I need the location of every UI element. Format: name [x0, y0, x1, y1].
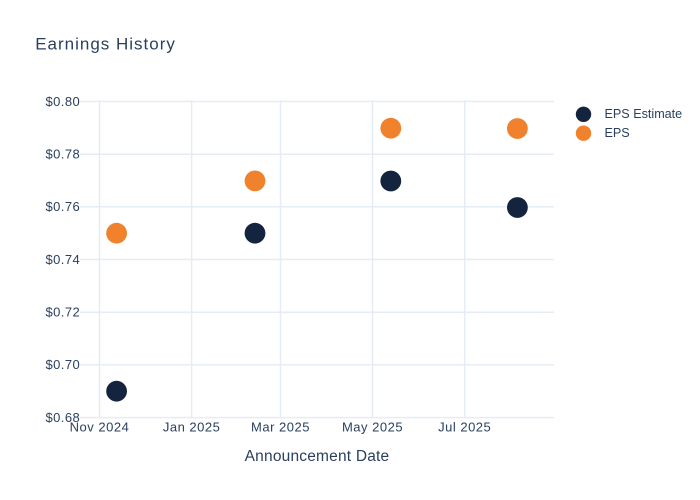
svg-text:Jan 2025: Jan 2025	[163, 420, 221, 435]
svg-text:Announcement Date: Announcement Date	[245, 448, 390, 465]
svg-text:$0.80: $0.80	[46, 94, 81, 109]
svg-text:Mar 2025: Mar 2025	[251, 420, 310, 435]
svg-text:$0.68: $0.68	[46, 410, 81, 425]
svg-text:EPS: EPS	[605, 126, 630, 140]
svg-text:EPS Estimate: EPS Estimate	[605, 107, 683, 121]
svg-text:Earnings History: Earnings History	[35, 34, 176, 53]
svg-text:$0.74: $0.74	[46, 252, 81, 267]
svg-text:$0.70: $0.70	[46, 357, 81, 372]
svg-text:$0.72: $0.72	[46, 305, 81, 320]
svg-text:Jul 2025: Jul 2025	[438, 420, 491, 435]
svg-text:$0.78: $0.78	[46, 147, 81, 162]
svg-text:Nov 2024: Nov 2024	[70, 420, 130, 435]
svg-text:$0.76: $0.76	[46, 199, 81, 214]
svg-text:May 2025: May 2025	[342, 420, 403, 435]
